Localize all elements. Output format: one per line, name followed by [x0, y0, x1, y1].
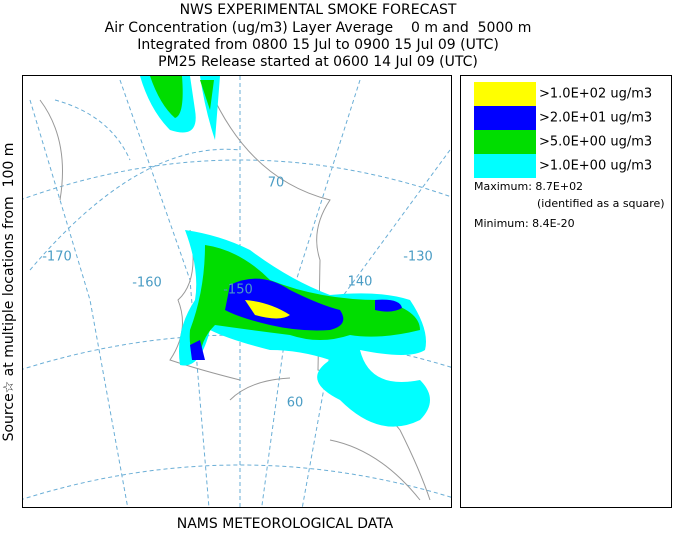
legend-swatch: [474, 106, 536, 130]
map-label: -160: [132, 276, 162, 291]
map-label: -130: [403, 250, 433, 265]
side-label: Source☆ at multiple locations from 100 m: [1, 143, 17, 442]
legend-label: >1.0E+00 ug/m3: [539, 159, 652, 174]
legend-label: >1.0E+02 ug/m3: [539, 87, 652, 102]
legend-swatch: [474, 154, 536, 178]
plume: [190, 278, 402, 360]
map-label: 60: [287, 396, 304, 411]
map-label: 140: [348, 275, 373, 290]
subtitle: PM25 Release started at 0600 14 Jul 09 (…: [158, 54, 478, 70]
legend-swatch: [474, 82, 536, 106]
legend-frame: [460, 75, 672, 508]
legend-swatch: [474, 130, 536, 154]
subtitle: Air Concentration (ug/m3) Layer Average …: [105, 20, 532, 36]
title: NWS EXPERIMENTAL SMOKE FORECAST: [180, 2, 457, 18]
map-label: -150: [223, 283, 253, 298]
maximum: Maximum: 8.7E+02: [474, 180, 583, 193]
legend-label: >5.0E+00 ug/m3: [539, 135, 652, 150]
legend-label: >2.0E+01 ug/m3: [539, 111, 652, 126]
plume: [150, 76, 214, 118]
map-frame: [22, 75, 452, 508]
footer: NAMS METEOROLOGICAL DATA: [177, 516, 394, 532]
plume: [245, 300, 290, 319]
map: -170 -160 -150 140 -130 70 60: [23, 76, 451, 507]
map-label: 70: [268, 176, 285, 191]
maximum-note: (identified as a square): [537, 197, 665, 210]
minimum: Minimum: 8.4E-20: [474, 217, 575, 230]
subtitle: Integrated from 0800 15 Jul to 0900 15 J…: [137, 37, 499, 53]
map-label: -170: [42, 250, 72, 265]
legend: >1.0E+02 ug/m3 >2.0E+01 ug/m3 >5.0E+00 ug/…: [474, 82, 652, 178]
